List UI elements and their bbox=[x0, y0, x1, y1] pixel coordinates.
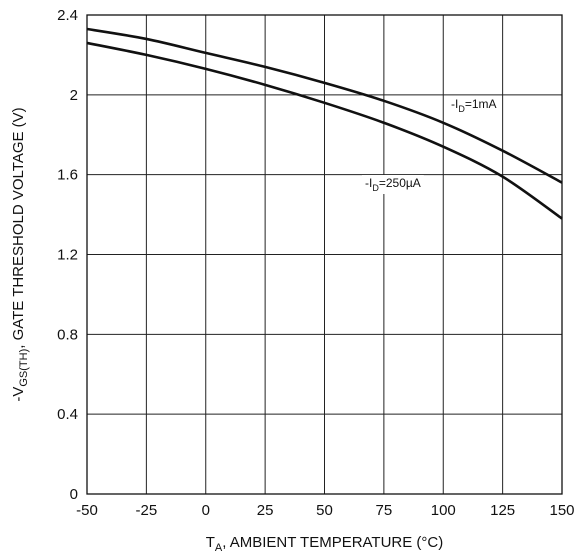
y-tick-label: 1.6 bbox=[57, 167, 78, 184]
grid bbox=[86, 14, 563, 495]
series-labels: -ID=1mA -ID=250µA bbox=[362, 96, 500, 194]
series-label-bg bbox=[448, 96, 500, 115]
series-label-1: -ID=250µA bbox=[365, 176, 421, 193]
series-label-0: -ID=1mA bbox=[451, 97, 497, 114]
y-tick-label: 2 bbox=[70, 87, 78, 104]
x-tick-label: 100 bbox=[431, 502, 456, 519]
x-tick-label: 25 bbox=[257, 502, 274, 519]
y-tick-label: 2.4 bbox=[57, 7, 78, 24]
x-tick-label: 0 bbox=[202, 502, 210, 519]
x-tick-label: 50 bbox=[316, 502, 333, 519]
x-axis-title: TA, AMBIENT TEMPERATURE (°C) bbox=[206, 534, 444, 554]
series-lines bbox=[86, 27, 563, 220]
x-tick-label: -50 bbox=[76, 502, 98, 519]
x-tick-label: 125 bbox=[490, 502, 515, 519]
series-line-0 bbox=[86, 27, 563, 184]
y-tick-label: 1.2 bbox=[57, 247, 78, 264]
x-tick-label: 150 bbox=[549, 502, 574, 519]
series-line-1 bbox=[86, 41, 563, 220]
y-tick-label: 0.4 bbox=[57, 406, 78, 423]
x-tick-label: -25 bbox=[136, 502, 158, 519]
x-tick-label: 75 bbox=[376, 502, 393, 519]
y-axis-title: -VGS(TH), GATE THRESHOLD VOLTAGE (V) bbox=[10, 107, 30, 401]
y-tick-labels: 0 0.4 0.8 1.2 1.6 2 2.4 bbox=[57, 7, 78, 503]
x-tick-labels: -50 -25 0 25 50 75 100 125 150 bbox=[76, 502, 574, 519]
y-tick-label: 0.8 bbox=[57, 326, 78, 343]
series-label-bg bbox=[362, 175, 424, 194]
y-tick-label: 0 bbox=[70, 486, 78, 503]
plot-frame bbox=[86, 14, 563, 495]
